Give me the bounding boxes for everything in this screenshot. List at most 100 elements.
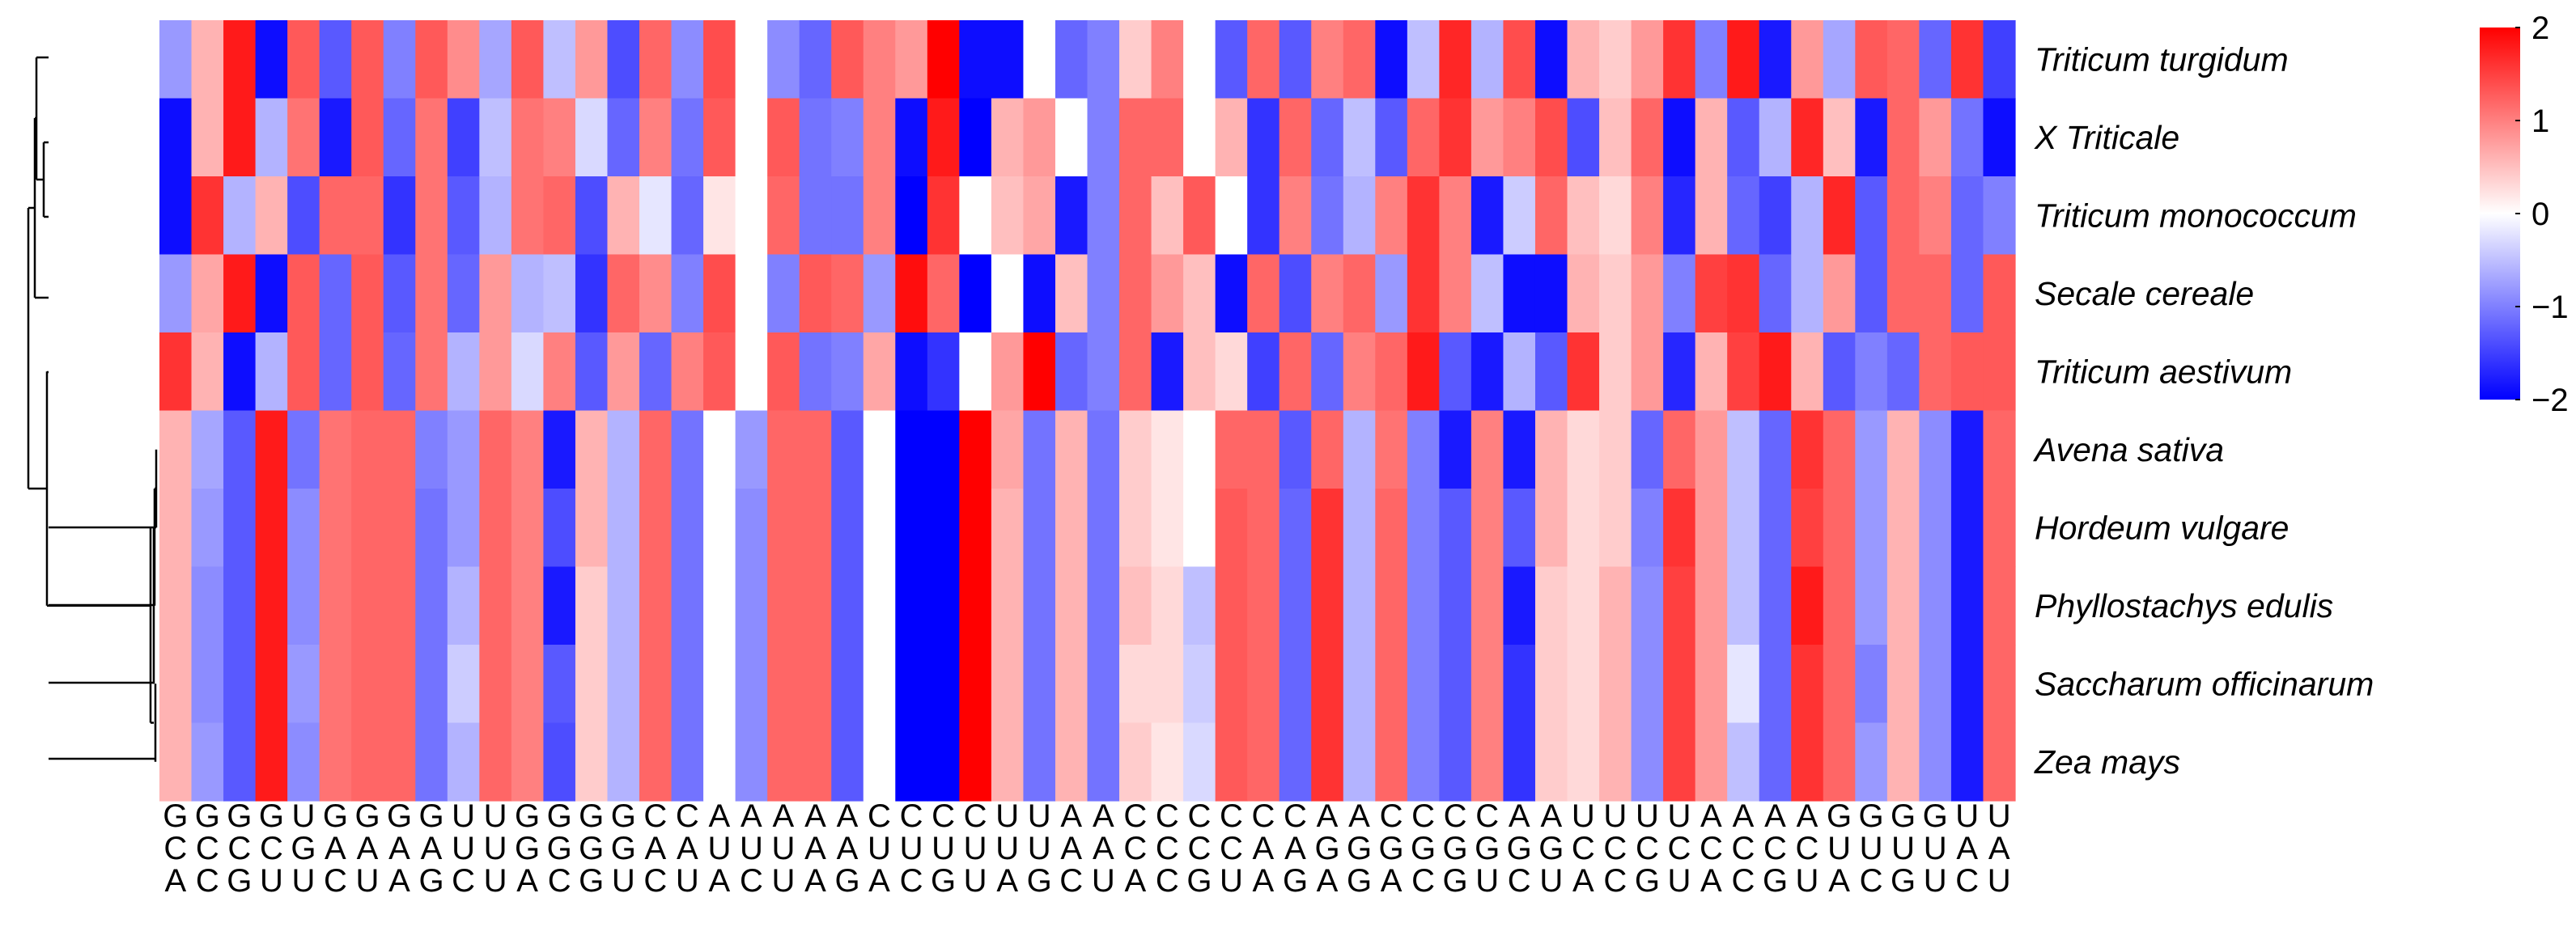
heatmap-cell (1183, 489, 1216, 568)
heatmap-cell (1567, 176, 1600, 256)
heatmap-cell (1151, 566, 1184, 646)
heatmap-cell (1470, 645, 1504, 724)
heatmap-cell (1695, 645, 1728, 724)
heatmap-cell (1439, 410, 1472, 489)
heatmap-cell (1311, 410, 1344, 489)
heatmap-cell (1023, 410, 1056, 489)
heatmap-cell (959, 645, 992, 724)
heatmap-cell (1855, 645, 1888, 724)
heatmap-cell (1183, 566, 1216, 646)
heatmap-cell (1055, 410, 1089, 489)
heatmap-cell (1183, 410, 1216, 489)
heatmap-cell (1343, 566, 1376, 646)
heatmap-cell (1375, 176, 1408, 256)
heatmap-cell (1983, 176, 2016, 256)
heatmap-cell (1886, 566, 1920, 646)
heatmap-cell (1727, 176, 1760, 256)
heatmap-cell (1983, 410, 2016, 489)
heatmap-cell (1375, 332, 1408, 412)
heatmap-cell (799, 98, 832, 177)
heatmap-cell (415, 722, 448, 802)
heatmap-cell (287, 254, 320, 333)
heatmap-cell (639, 410, 673, 489)
heatmap-cell (351, 98, 384, 177)
heatmap-cell (511, 489, 545, 568)
heatmap-cell (1983, 645, 2016, 724)
heatmap-cell (319, 566, 352, 646)
heatmap-cell (1759, 722, 1792, 802)
heatmap-cell (1567, 722, 1600, 802)
heatmap-cell (991, 20, 1025, 99)
row-label: Triticum monococcum (2035, 197, 2357, 234)
heatmap-cell (1855, 410, 1888, 489)
heatmap-cell (1823, 645, 1856, 724)
heatmap-cell (479, 254, 512, 333)
heatmap-cell (767, 489, 800, 568)
heatmap-cell (223, 410, 257, 489)
heatmap-cell (479, 98, 512, 177)
heatmap-cell (1151, 410, 1184, 489)
heatmap-cell (1534, 722, 1568, 802)
heatmap-cell (575, 254, 609, 333)
heatmap-cell (447, 20, 480, 99)
heatmap-cell (831, 410, 864, 489)
heatmap-cell (895, 332, 928, 412)
heatmap-cell (1375, 410, 1408, 489)
heatmap-cell (383, 332, 416, 412)
heatmap-cell (575, 332, 609, 412)
heatmap-cell (703, 332, 736, 412)
heatmap-cell (1183, 332, 1216, 412)
heatmap-cell (415, 645, 448, 724)
heatmap-cell (159, 410, 193, 489)
heatmap-cell (799, 722, 832, 802)
heatmap-cell (639, 722, 673, 802)
heatmap-cell (1727, 722, 1760, 802)
heatmap-cell (351, 645, 384, 724)
heatmap-cell (1023, 566, 1056, 646)
heatmap-cell (287, 410, 320, 489)
heatmap-cell (511, 722, 545, 802)
heatmap-cell (927, 332, 960, 412)
heatmap-cell (1503, 98, 1536, 177)
heatmap-cell (415, 489, 448, 568)
heatmap-cell (1663, 722, 1696, 802)
heatmap-cell (863, 20, 896, 99)
heatmap-cell (959, 489, 992, 568)
heatmap-cell (1311, 20, 1344, 99)
heatmap-cell (511, 254, 545, 333)
heatmap-cell (959, 98, 992, 177)
heatmap-cell (1055, 645, 1089, 724)
heatmap-cell (223, 489, 257, 568)
heatmap-cell (1183, 20, 1216, 99)
heatmap-cell (1215, 410, 1248, 489)
heatmap-cell (255, 254, 288, 333)
heatmap-cell (1855, 98, 1888, 177)
heatmap-cell (255, 645, 288, 724)
heatmap-cell (287, 566, 320, 646)
heatmap-cell (255, 410, 288, 489)
heatmap-cell (735, 176, 768, 256)
heatmap-cell (1343, 489, 1376, 568)
heatmap-cell (1023, 98, 1056, 177)
heatmap-cell (1919, 176, 1952, 256)
heatmap-cell (1599, 645, 1632, 724)
heatmap-cell (1599, 566, 1632, 646)
heatmap-cell (863, 566, 896, 646)
heatmap-cell (831, 722, 864, 802)
heatmap-cell (1151, 332, 1184, 412)
heatmap-cell (831, 566, 864, 646)
heatmap-cell (895, 410, 928, 489)
heatmap-cell (1886, 20, 1920, 99)
heatmap-cell (319, 645, 352, 724)
heatmap-cell (159, 722, 193, 802)
heatmap-cell (543, 410, 576, 489)
row-label: Triticum aestivum (2035, 353, 2292, 390)
heatmap-cell (543, 722, 576, 802)
